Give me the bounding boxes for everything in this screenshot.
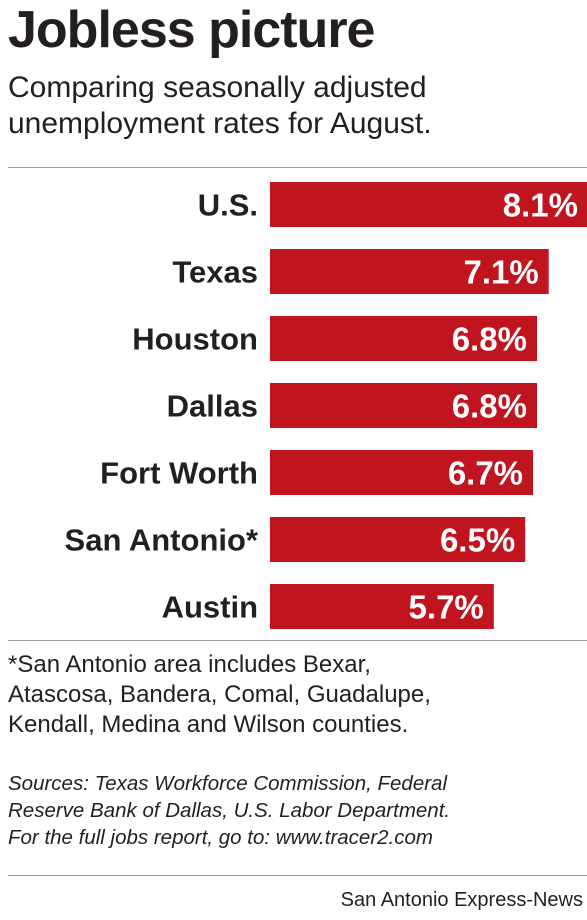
category-label: San Antonio* [65, 523, 259, 558]
chart-title: Jobless picture [8, 1, 375, 59]
bar [270, 383, 537, 428]
category-label: Fort Worth [100, 456, 258, 491]
value-label: 8.1% [503, 187, 578, 224]
bar [270, 182, 587, 227]
bar [270, 316, 537, 361]
bar [270, 517, 526, 562]
subtitle-line: Comparing seasonally adjusted [8, 71, 427, 104]
bar [270, 584, 494, 629]
top-divider [8, 167, 587, 168]
footnote: *San Antonio area includes Bexar, Atasco… [8, 650, 583, 740]
category-label: U.S. [198, 188, 258, 223]
bar [270, 249, 549, 294]
category-label: Houston [132, 322, 258, 357]
footnote-line: Atascosa, Bandera, Comal, Guadalupe, [8, 681, 431, 708]
bottom-divider [8, 875, 587, 876]
footnote-line: Kendall, Medina and Wilson counties. [8, 711, 409, 738]
category-label: Texas [172, 255, 258, 290]
footnote-line: *San Antonio area includes Bexar, [8, 651, 371, 678]
bar-chart: U.S. 8.1% Texas 7.1% Houston 6.8% Dallas 6.8% Fo… [65, 182, 587, 629]
chart-subtitle: Comparing seasonally adjusted unemployme… [8, 70, 578, 142]
sources-line: For the full jobs report, go to: www.tra… [8, 826, 433, 849]
value-label: 6.8% [452, 321, 527, 358]
credit-line: San Antonio Express-News [340, 889, 583, 911]
sources-line: Reserve Bank of Dallas, U.S. Labor Depar… [8, 799, 451, 822]
value-label: 6.7% [448, 455, 523, 492]
category-label: Dallas [167, 389, 258, 424]
value-label: 6.5% [440, 522, 515, 559]
sources-note: Sources: Texas Workforce Commission, Fed… [8, 770, 587, 851]
bar [270, 450, 533, 495]
value-label: 5.7% [409, 589, 484, 626]
value-label: 7.1% [464, 254, 539, 291]
chart-bottom-divider [8, 640, 587, 641]
category-label: Austin [162, 590, 258, 625]
value-label: 6.8% [452, 388, 527, 425]
sources-line: Sources: Texas Workforce Commission, Fed… [8, 772, 447, 795]
subtitle-line: unemployment rates for August. [8, 107, 432, 140]
